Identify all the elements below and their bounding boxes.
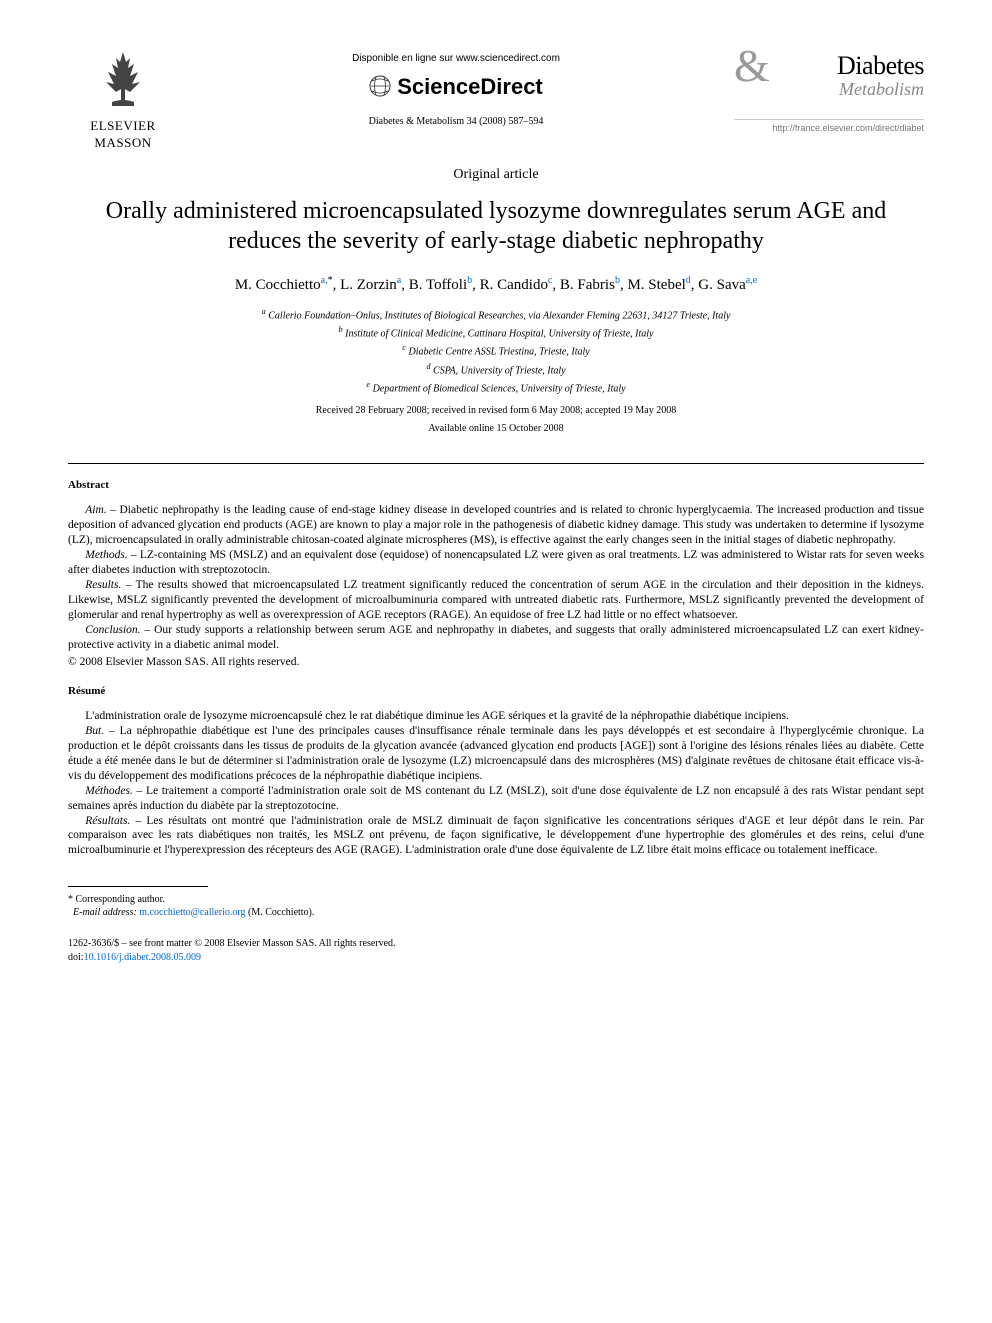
footnote-label: Corresponding author. (76, 894, 165, 905)
elsevier-tree-icon (96, 48, 150, 108)
resume-heading: Résumé (68, 684, 924, 699)
article-type: Original article (68, 166, 924, 185)
affiliation: a Callerio Foundation–Onlus, Institutes … (68, 306, 924, 323)
affil-link[interactable]: c (548, 275, 552, 286)
affiliation: d CSPA, University of Trieste, Italy (68, 361, 924, 378)
resume-paragraph: Méthodes. – Le traitement a comporté l'a… (68, 784, 924, 814)
header-row: ELSEVIER MASSON Disponible en ligne sur … (68, 48, 924, 152)
journal-url[interactable]: http://france.elsevier.com/direct/diabet (734, 119, 924, 134)
resume-paragraph: Résultats. – Les résultats ont montré qu… (68, 814, 924, 859)
affiliation: c Diabetic Centre ASSL Triestina, Triest… (68, 342, 924, 359)
corresponding-author-footnote: * Corresponding author. E-mail address: … (68, 893, 924, 919)
email-who: (M. Cocchietto). (248, 907, 314, 918)
author: M. Stebeld (627, 277, 690, 293)
publisher-logo: ELSEVIER MASSON (68, 48, 178, 152)
authors-list: M. Cocchiettoa,*, L. Zorzina, B. Toffoli… (68, 274, 924, 295)
affil-link[interactable]: a, (321, 275, 328, 286)
affil-link[interactable]: a,e (746, 275, 757, 286)
abstract-paragraph: Conclusion. – Our study supports a relat… (68, 623, 924, 653)
author: L. Zorzina (340, 277, 401, 293)
corresponding-email-link[interactable]: m.cocchietto@callerio.org (139, 907, 245, 918)
affiliations-list: a Callerio Foundation–Onlus, Institutes … (68, 306, 924, 397)
author: R. Candidoc (480, 277, 553, 293)
author: M. Cocchiettoa,* (235, 277, 333, 293)
sciencedirect-logo: ScienceDirect (178, 72, 734, 102)
publisher-sub: MASSON (68, 134, 178, 152)
abstract-copyright: © 2008 Elsevier Masson SAS. All rights r… (68, 655, 924, 671)
article-title: Orally administered microencapsulated ly… (68, 196, 924, 256)
publisher-name: ELSEVIER (68, 117, 178, 135)
affiliation: b Institute of Clinical Medicine, Cattin… (68, 324, 924, 341)
doi-label: doi: (68, 952, 84, 963)
article-dates: Received 28 February 2008; received in r… (68, 404, 924, 418)
journal-ampersand: & (734, 48, 770, 85)
sd-ball-icon (369, 75, 391, 97)
journal-logo: & Diabetes Metabolism http://france.else… (734, 48, 924, 135)
abstract-paragraph: Aim. – Diabetic nephropathy is the leadi… (68, 503, 924, 548)
center-header: Disponible en ligne sur www.sciencedirec… (178, 48, 734, 129)
resume-intro: L'administration orale de lysozyme micro… (68, 709, 924, 724)
abstract-paragraph: Results. – The results showed that micro… (68, 578, 924, 623)
footnote-marker: * (68, 894, 73, 905)
affil-link[interactable]: d (686, 275, 691, 286)
bottom-info: 1262-3636/$ – see front matter © 2008 El… (68, 937, 924, 964)
email-label: E-mail address: (73, 907, 137, 918)
front-matter-line: 1262-3636/$ – see front matter © 2008 El… (68, 937, 924, 951)
doi-link[interactable]: 10.1016/j.diabet.2008.05.009 (84, 952, 202, 963)
affil-link[interactable]: a (397, 275, 401, 286)
available-online-text: Disponible en ligne sur www.sciencedirec… (178, 52, 734, 66)
affiliation: e Department of Biomedical Sciences, Uni… (68, 379, 924, 396)
resume-body: L'administration orale de lysozyme micro… (68, 709, 924, 858)
abstract-body: Aim. – Diabetic nephropathy is the leadi… (68, 503, 924, 652)
sciencedirect-text: ScienceDirect (397, 72, 543, 102)
author: G. Savaa,e (698, 277, 757, 293)
horizontal-rule (68, 463, 924, 464)
author: B. Toffolib (409, 277, 472, 293)
abstract-paragraph: Methods. – LZ-containing MS (MSLZ) and a… (68, 548, 924, 578)
abstract-heading: Abstract (68, 478, 924, 493)
author: B. Fabrisb (560, 277, 620, 293)
affil-link[interactable]: b (467, 275, 472, 286)
journal-reference: Diabetes & Metabolism 34 (2008) 587–594 (178, 115, 734, 129)
affil-link[interactable]: b (615, 275, 620, 286)
footnote-rule (68, 886, 208, 887)
available-online-date: Available online 15 October 2008 (68, 422, 924, 436)
resume-paragraph: But. – La néphropathie diabétique est l'… (68, 724, 924, 784)
